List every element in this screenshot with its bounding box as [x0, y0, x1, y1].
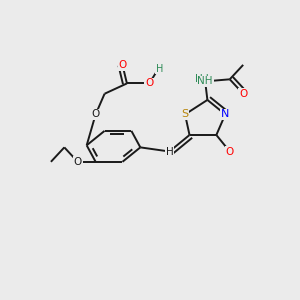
Text: O: O — [74, 157, 82, 167]
Text: O: O — [239, 89, 247, 99]
Text: O: O — [92, 110, 100, 119]
Text: O: O — [226, 146, 234, 157]
Text: NH: NH — [197, 76, 213, 86]
Text: H: H — [195, 74, 203, 84]
Text: O: O — [145, 78, 153, 88]
Text: H: H — [156, 64, 163, 74]
Text: S: S — [182, 110, 189, 119]
Text: O: O — [118, 60, 127, 70]
Text: H: H — [166, 146, 173, 157]
Text: N: N — [221, 110, 230, 119]
Text: H: H — [201, 74, 209, 84]
